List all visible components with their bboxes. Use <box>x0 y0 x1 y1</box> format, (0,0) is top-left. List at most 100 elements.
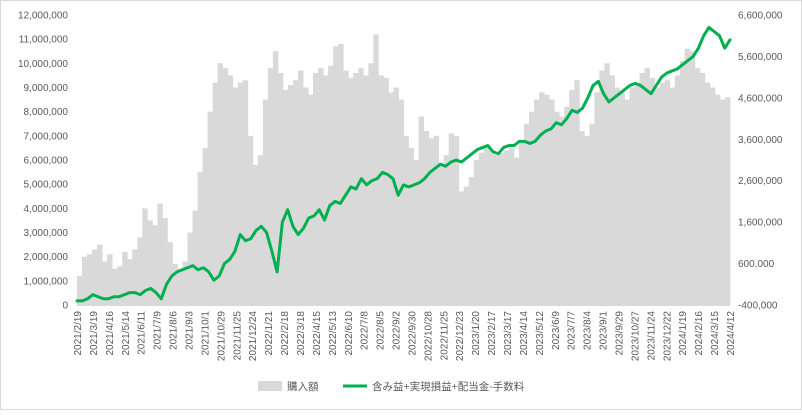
left-tick-label: 10,000,000 <box>18 59 68 70</box>
x-tick-label: 2022/10/28 <box>423 311 434 361</box>
bar <box>197 172 203 305</box>
bar <box>614 87 620 305</box>
right-tick-label: 4,600,000 <box>738 93 783 104</box>
line-path <box>75 25 732 303</box>
x-tick-label: 2021/11/25 <box>232 311 243 361</box>
bar <box>252 164 259 305</box>
bar <box>498 152 505 305</box>
right-axis: -400,000 600,000 1,600,000 2,600,000 3,600,0… <box>738 11 783 312</box>
bar <box>699 73 706 305</box>
bar <box>704 82 711 305</box>
bar <box>719 99 726 305</box>
x-tick-label: 2023/4/14 <box>519 311 530 356</box>
bar <box>122 251 128 305</box>
bar <box>609 75 615 305</box>
x-tick-label: 2023/7/7 <box>567 311 578 350</box>
x-tick-label: 2024/2/16 <box>694 311 705 356</box>
bar <box>348 77 354 305</box>
bar <box>117 266 123 305</box>
bar <box>107 254 113 305</box>
x-tick-label: 2023/5/12 <box>535 311 546 356</box>
x-tick-label: 2022/6/10 <box>344 311 355 356</box>
x-tick-label: 2022/1/21 <box>264 311 275 356</box>
x-tick-label: 2022/11/25 <box>439 311 450 361</box>
bar <box>443 155 450 305</box>
x-tick-label: 2023/8/4 <box>583 311 594 350</box>
bar <box>534 99 540 305</box>
bar <box>92 249 98 305</box>
bar <box>338 44 344 305</box>
bar <box>177 268 183 305</box>
bar <box>473 160 480 305</box>
bar <box>112 268 118 305</box>
bar <box>267 68 274 305</box>
right-tick-label: 3,600,000 <box>738 135 783 146</box>
x-tick-label: 2022/7/8 <box>360 311 371 350</box>
bar <box>674 75 681 305</box>
bar <box>383 77 389 305</box>
bar <box>262 99 269 305</box>
bar <box>529 111 535 305</box>
bar <box>493 155 500 305</box>
bar <box>318 68 324 305</box>
line-series <box>75 25 732 303</box>
bar <box>448 133 455 305</box>
bar <box>664 80 671 305</box>
bar <box>458 191 465 305</box>
bar <box>644 68 651 305</box>
x-tick-label: 2021/4/16 <box>105 311 116 356</box>
x-tick-label: 2023/6/9 <box>551 311 562 350</box>
x-tick-label: 2023/11/24 <box>646 311 657 361</box>
x-tick-label: 2023/10/27 <box>630 311 641 361</box>
bar <box>237 82 244 305</box>
bar <box>508 147 515 305</box>
left-tick-label: 2,000,000 <box>24 252 69 263</box>
bar <box>554 111 560 305</box>
right-tick-label: 5,600,000 <box>738 52 783 63</box>
bar <box>87 254 93 305</box>
bar <box>649 77 656 305</box>
left-tick-label: 4,000,000 <box>24 204 69 215</box>
bar <box>599 70 605 305</box>
x-tick-label: 2021/10/29 <box>216 311 227 361</box>
bar <box>423 131 430 305</box>
legend: 購入額 含み益+実現損益+配当金-手数料 <box>258 380 525 393</box>
bar <box>709 87 716 305</box>
bar <box>222 68 229 305</box>
bar <box>393 87 399 305</box>
x-tick-label: 2021/8/6 <box>169 311 180 350</box>
bar <box>544 94 550 305</box>
bar <box>398 99 404 305</box>
right-tick-label: 1,600,000 <box>738 218 783 229</box>
bar <box>157 203 163 305</box>
bar <box>308 94 314 305</box>
bar <box>428 138 435 305</box>
bar <box>388 92 394 305</box>
bar <box>403 135 409 305</box>
bar <box>182 261 188 305</box>
bar <box>463 186 470 305</box>
bar <box>172 263 178 305</box>
bar <box>192 210 198 305</box>
bar <box>408 147 414 305</box>
bar <box>694 68 701 305</box>
bar <box>569 89 575 305</box>
bar <box>147 220 153 305</box>
bar <box>488 150 495 305</box>
left-tick-label: 8,000,000 <box>24 107 69 118</box>
bar <box>152 225 158 305</box>
x-tick-label: 2023/12/22 <box>662 311 673 361</box>
bar <box>659 82 666 305</box>
bar <box>202 147 208 305</box>
left-tick-label: 7,000,000 <box>24 131 69 142</box>
bar <box>579 131 585 305</box>
x-tick-label: 2021/3/19 <box>89 311 100 356</box>
bar <box>102 261 108 305</box>
right-tick-label: 2,600,000 <box>738 176 783 187</box>
bar <box>142 208 148 305</box>
bar <box>242 80 249 305</box>
right-tick-label: 6,600,000 <box>738 11 783 22</box>
x-tick-label: 2021/6/11 <box>137 311 148 355</box>
x-axis: 2021/2/19 2021/3/19 2021/4/16 2021/5/14 2021… <box>73 305 737 361</box>
